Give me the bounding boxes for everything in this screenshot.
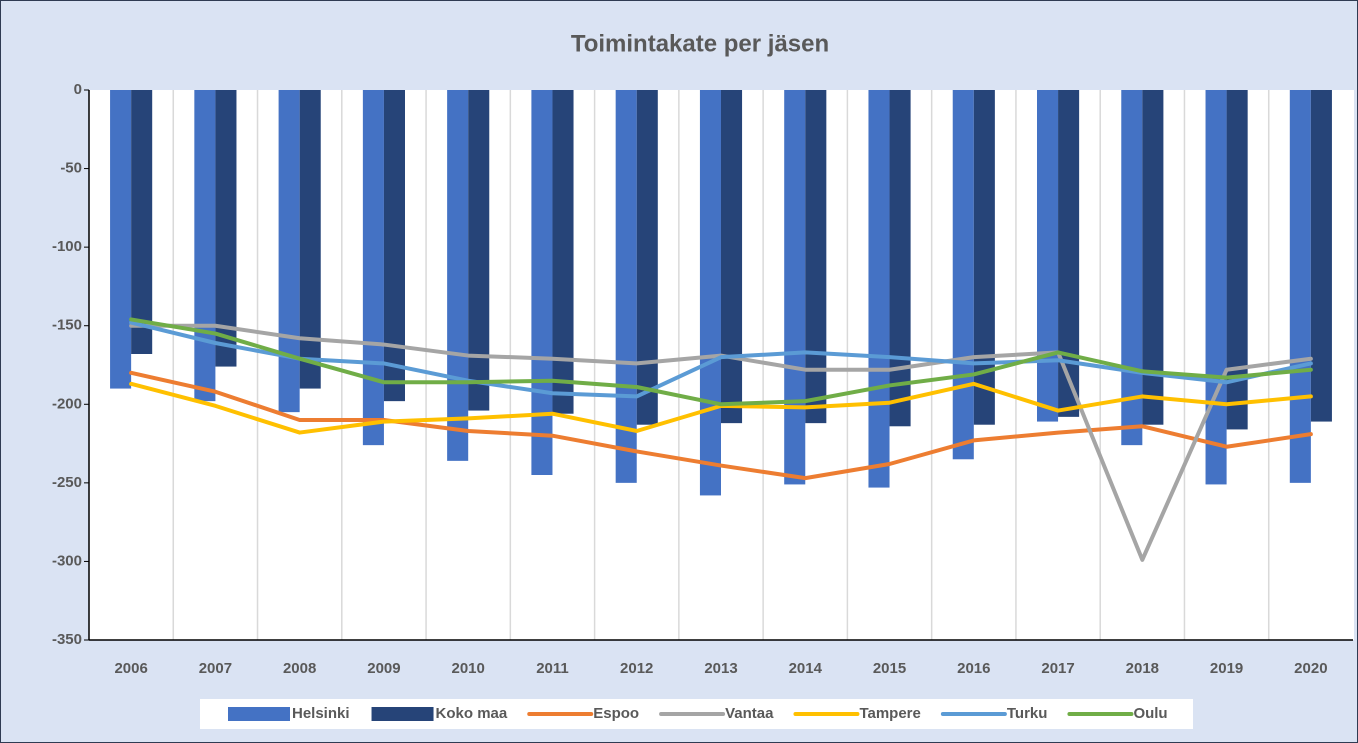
x-tick-label: 2012 [620, 660, 653, 677]
y-tick-label: -300 [52, 552, 82, 569]
y-tick-label: -200 [52, 395, 82, 412]
x-tick-label: 2013 [704, 660, 737, 677]
bar [447, 90, 469, 461]
bar [1289, 90, 1311, 483]
legend-label: Koko maa [436, 705, 508, 722]
bar [973, 90, 995, 425]
y-tick-label: 0 [74, 81, 82, 98]
bar [110, 90, 132, 389]
x-tick-label: 2011 [536, 660, 569, 677]
bar [1121, 90, 1143, 446]
y-tick-label: -50 [60, 160, 82, 177]
legend-label: Helsinki [292, 705, 350, 722]
line-series [129, 370, 1313, 481]
x-tick-label: 2006 [114, 660, 147, 677]
x-tick-label: 2007 [199, 660, 232, 677]
x-tick-label: 2019 [1210, 660, 1243, 677]
chart-title: Toimintakate per jäsen [571, 30, 829, 57]
bar [636, 90, 658, 425]
y-tick-label: -350 [52, 631, 82, 648]
bar [805, 90, 827, 424]
x-tick-label: 2015 [873, 660, 906, 677]
x-tick-label: 2020 [1294, 660, 1327, 677]
legend-swatch [371, 707, 434, 721]
legend-label: Tampere [859, 705, 920, 722]
bar [1226, 90, 1248, 430]
bar [215, 90, 237, 367]
legend-label: Espoo [593, 705, 639, 722]
bar [615, 90, 637, 483]
bar [299, 90, 321, 389]
bar [194, 90, 216, 402]
y-tick-label: -100 [52, 238, 82, 255]
x-tick-label: 2008 [283, 660, 316, 677]
bar [1142, 90, 1164, 425]
x-tick-label: 2017 [1041, 660, 1074, 677]
x-tick-label: 2009 [367, 660, 400, 677]
bar [552, 90, 574, 414]
bar [784, 90, 806, 485]
bar [531, 90, 553, 475]
bar [952, 90, 974, 460]
bar [889, 90, 911, 427]
legend-swatch [228, 707, 290, 721]
bar [721, 90, 743, 424]
bar [383, 90, 405, 402]
bar [1205, 90, 1227, 485]
bar [1310, 90, 1332, 422]
legend-label: Vantaa [725, 705, 774, 722]
x-tick-label: 2010 [452, 660, 485, 677]
bar [1058, 90, 1080, 417]
y-tick-label: -250 [52, 474, 82, 491]
x-tick-label: 2016 [957, 660, 990, 677]
bar [699, 90, 721, 496]
x-tick-label: 2014 [789, 660, 823, 677]
bar [468, 90, 490, 411]
legend-label: Turku [1007, 705, 1048, 722]
bar [868, 90, 890, 488]
line-series [129, 317, 1313, 407]
x-tick-label: 2018 [1126, 660, 1159, 677]
y-tick-label: -150 [52, 317, 82, 334]
line-series [129, 320, 1313, 399]
bar [278, 90, 300, 413]
bar [362, 90, 384, 446]
legend-label: Oulu [1133, 705, 1167, 722]
bar [131, 90, 153, 354]
bar [1037, 90, 1059, 422]
